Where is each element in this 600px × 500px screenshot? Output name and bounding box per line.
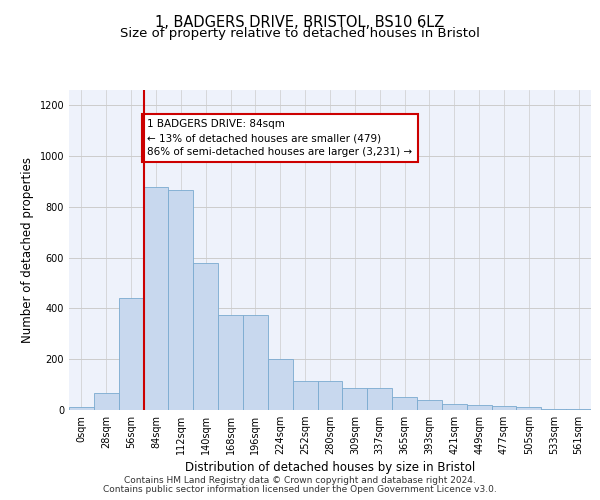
Y-axis label: Number of detached properties: Number of detached properties [21,157,34,343]
Bar [268,359,293,410]
X-axis label: Distribution of detached houses by size in Bristol: Distribution of detached houses by size … [185,462,475,474]
Text: 1, BADGERS DRIVE, BRISTOL, BS10 6LZ: 1, BADGERS DRIVE, BRISTOL, BS10 6LZ [155,15,445,30]
Bar [343,388,367,410]
Bar [169,190,193,410]
Text: Contains public sector information licensed under the Open Government Licence v3: Contains public sector information licen… [103,485,497,494]
Bar [517,408,541,410]
Bar [392,398,417,410]
Text: 1 BADGERS DRIVE: 84sqm
← 13% of detached houses are smaller (479)
86% of semi-de: 1 BADGERS DRIVE: 84sqm ← 13% of detached… [148,119,412,157]
Bar [143,186,169,410]
Bar [218,315,243,410]
Bar [442,404,467,410]
Bar [417,400,442,410]
Bar [491,406,517,410]
Text: Contains HM Land Registry data © Crown copyright and database right 2024.: Contains HM Land Registry data © Crown c… [124,476,476,485]
Bar [467,406,491,410]
Bar [69,408,94,410]
Bar [566,408,591,410]
Bar [317,381,343,410]
Bar [119,298,143,410]
Bar [94,394,119,410]
Bar [243,315,268,410]
Text: Size of property relative to detached houses in Bristol: Size of property relative to detached ho… [120,28,480,40]
Bar [293,381,317,410]
Bar [193,262,218,410]
Bar [367,388,392,410]
Bar [541,408,566,410]
